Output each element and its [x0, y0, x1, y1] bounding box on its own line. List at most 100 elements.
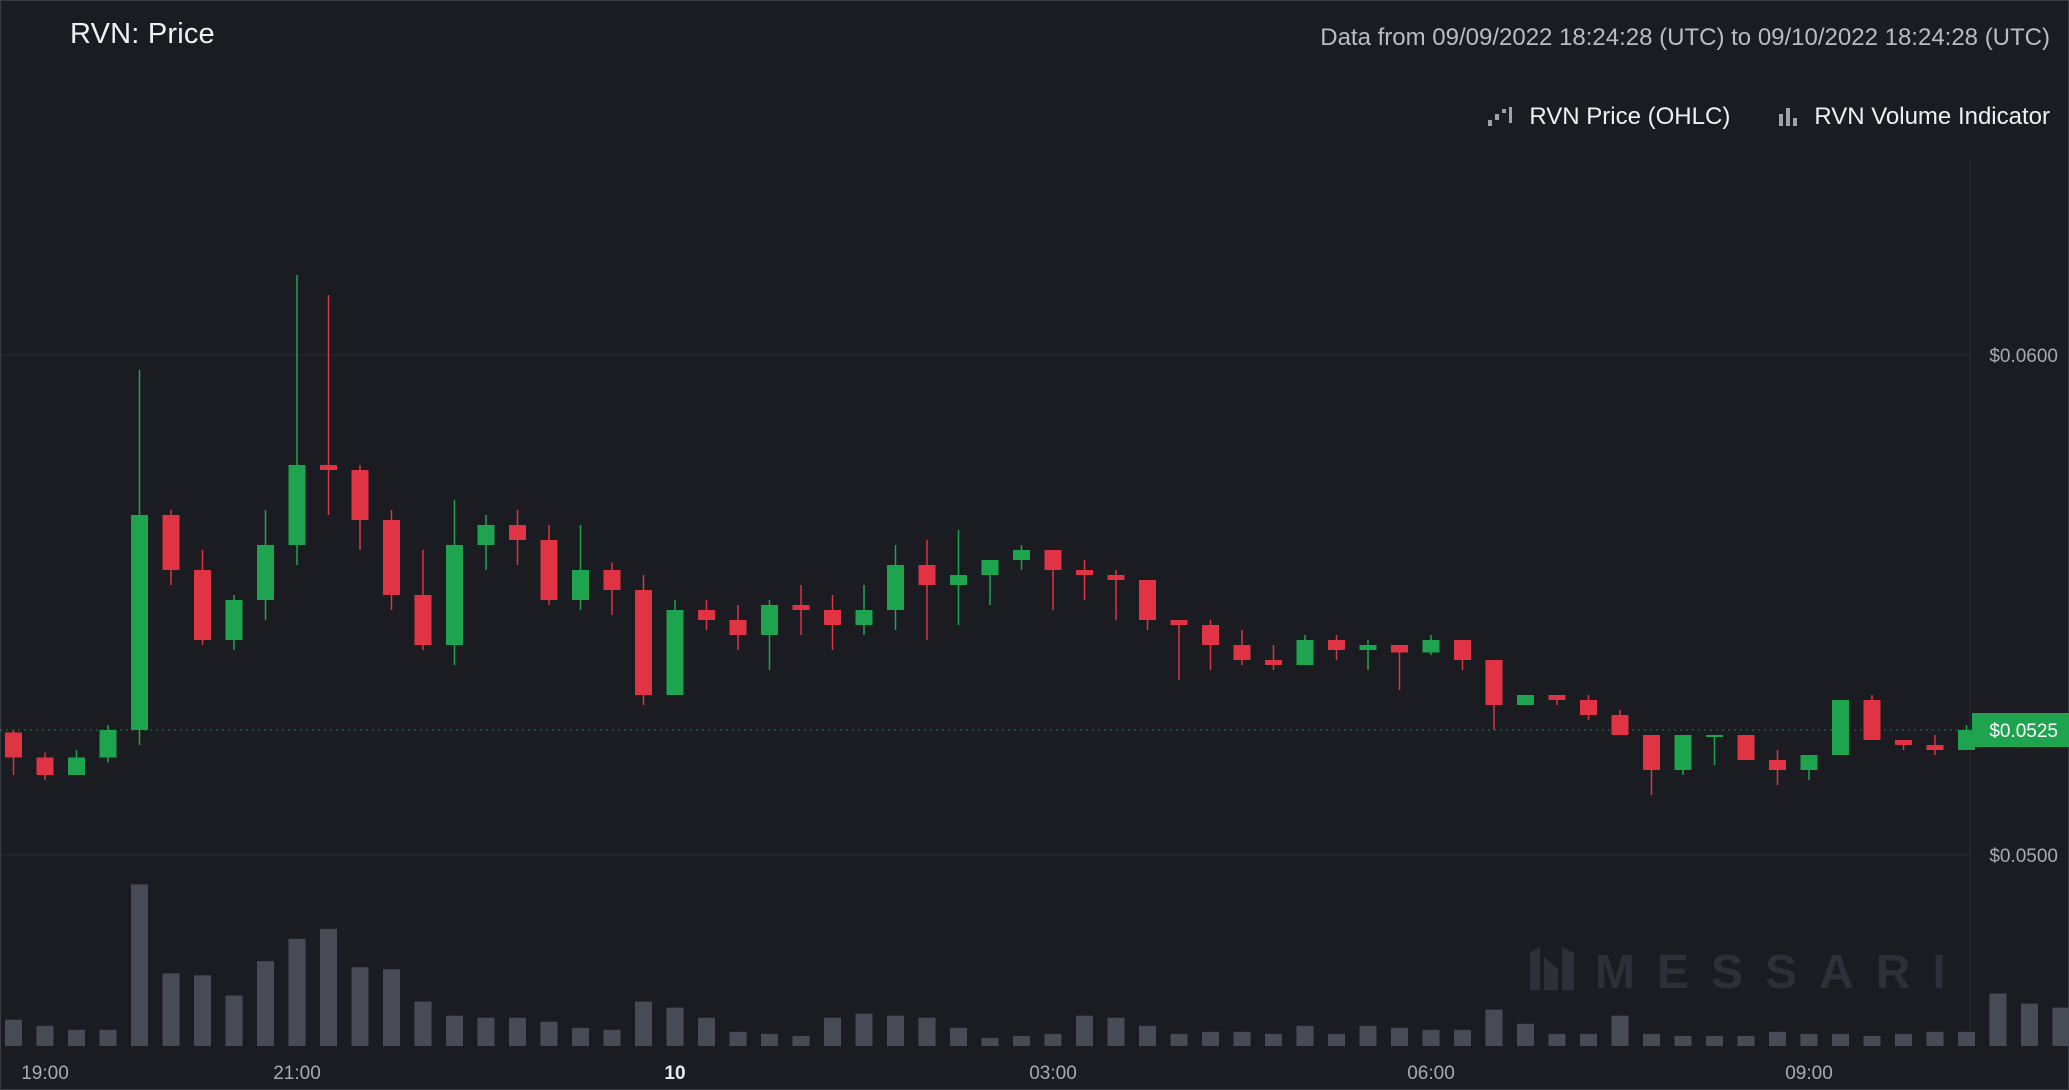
- volume-bar: [1643, 1033, 1660, 1046]
- volume-bar: [603, 1029, 621, 1046]
- candle-body: [1674, 735, 1692, 770]
- candle-body: [1107, 575, 1125, 580]
- candle-body: [1548, 695, 1566, 700]
- bar-chart-icon: [1779, 108, 1798, 126]
- candle-body: [572, 570, 589, 600]
- candle-body: [162, 515, 180, 570]
- volume-bar: [351, 967, 369, 1046]
- volume-bar: [1737, 1035, 1755, 1046]
- candle-body: [540, 540, 558, 600]
- volume-bar: [36, 1025, 54, 1046]
- volume-bar: [320, 928, 337, 1046]
- volume-bar: [414, 1001, 432, 1046]
- volume-bar: [1422, 1029, 1440, 1046]
- volume-bar: [1926, 1031, 1944, 1046]
- last-price-label: $0.0525: [1989, 721, 2058, 742]
- x-tick-label: 03:00: [1029, 1063, 1077, 1084]
- candle-body: [855, 610, 873, 625]
- candle-body: [635, 590, 652, 695]
- candle-body: [792, 605, 810, 610]
- volume-bar: [1800, 1033, 1818, 1046]
- volume-bar: [1580, 1033, 1597, 1046]
- x-axis: 19:0021:001003:0006:0009:0012:0015:0017:…: [21, 1063, 1833, 1084]
- candle-body: [1170, 620, 1188, 625]
- legend-item-volume[interactable]: RVN Volume Indicator: [1778, 103, 2050, 131]
- candle-body: [5, 732, 22, 758]
- candle-body: [257, 545, 274, 600]
- volume-bar: [1391, 1027, 1408, 1046]
- volume-bar: [383, 969, 400, 1046]
- volume-bar: [698, 1017, 715, 1046]
- candle-body: [1800, 755, 1818, 770]
- x-tick-label: 06:00: [1407, 1063, 1455, 1084]
- date-range-text: Data from 09/09/2022 18:24:28 (UTC) to 0…: [1320, 24, 2050, 51]
- candle-body: [131, 515, 148, 730]
- messari-watermark: MESSARI: [1530, 946, 1946, 999]
- candle-body: [666, 610, 684, 695]
- x-tick-label: 19:00: [21, 1063, 69, 1084]
- candle-body: [1391, 645, 1408, 653]
- candle-body: [225, 600, 243, 640]
- candle-body: [1454, 640, 1471, 660]
- volume-bar: [887, 1015, 904, 1046]
- volume-bar: [1611, 1015, 1629, 1046]
- volume-bar: [1454, 1029, 1471, 1046]
- legend-item-price[interactable]: RVN Price (OHLC): [1487, 103, 1730, 131]
- y-axis: $0.0600 $0.0500 $0.0525: [1972, 346, 2069, 867]
- candle-body: [1328, 640, 1345, 650]
- volume-bar: [225, 995, 243, 1046]
- volume-bar: [446, 1015, 463, 1046]
- candle-steps-icon: [1488, 107, 1513, 126]
- candle-body: [194, 570, 211, 640]
- volume-bar: [1265, 1033, 1282, 1046]
- volume-bar: [99, 1029, 117, 1046]
- candle-body: [1580, 700, 1597, 715]
- volume-bar: [1989, 993, 2007, 1046]
- volume-bar: [1328, 1033, 1345, 1046]
- candle-body: [1958, 730, 1975, 750]
- volume-bar: [918, 1017, 936, 1046]
- candle-body: [320, 465, 337, 470]
- candle-body: [1296, 640, 1314, 665]
- candle-body: [68, 757, 85, 775]
- candle-body: [918, 565, 936, 585]
- volume-bar: [1359, 1025, 1377, 1046]
- candle-body: [1202, 625, 1219, 645]
- x-tick-label: 10: [664, 1063, 685, 1084]
- messari-logo-shape: [1530, 947, 1574, 990]
- volume-bar: [572, 1027, 589, 1046]
- volume-bar: [1674, 1035, 1692, 1046]
- candle-body: [1013, 550, 1030, 560]
- volume-bar: [540, 1021, 558, 1046]
- chart-title: RVN: Price: [70, 18, 215, 50]
- volume-bar: [792, 1035, 810, 1046]
- volume-bar: [950, 1027, 967, 1046]
- volume-bar: [131, 884, 148, 1046]
- x-tick-label: 21:00: [273, 1063, 321, 1084]
- candle-body: [1233, 645, 1251, 660]
- candle-body: [1265, 660, 1282, 665]
- x-tick-label: 09:00: [1785, 1063, 1833, 1084]
- volume-bar: [2021, 1003, 2038, 1046]
- volume-bar: [1832, 1033, 1849, 1046]
- y-tick-label: $0.0600: [1989, 346, 2058, 367]
- candle-body: [1832, 700, 1849, 755]
- volume-bar: [729, 1031, 747, 1046]
- candle-body: [414, 595, 432, 645]
- volume-bar: [1202, 1031, 1219, 1046]
- volume-bar: [1769, 1031, 1786, 1046]
- candle-body: [981, 560, 999, 575]
- volume-bar: [855, 1013, 873, 1046]
- candle-body: [1863, 700, 1881, 740]
- grid-lines: [0, 160, 1971, 1046]
- candles: [5, 275, 1975, 795]
- candle-body: [288, 465, 306, 545]
- candle-body: [950, 575, 967, 585]
- volume-bar: [194, 975, 211, 1046]
- candle-body: [1517, 695, 1534, 705]
- volume-bar: [1107, 1017, 1125, 1046]
- volume-bars: [5, 884, 2069, 1046]
- chart-legend: RVN Price (OHLC) RVN Volume Indicator: [1487, 103, 2050, 131]
- candle-body: [761, 605, 778, 635]
